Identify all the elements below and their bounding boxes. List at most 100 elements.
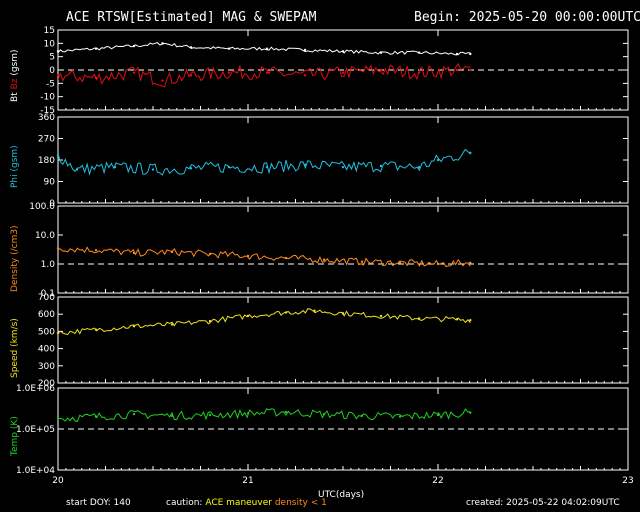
data-point-speed <box>455 318 459 321</box>
x-tick-label: 23 <box>622 476 633 486</box>
data-point-speed <box>170 323 174 326</box>
caution-maneuver: ACE maneuver <box>205 498 272 508</box>
data-point-bz <box>94 76 98 80</box>
data-point-temp <box>56 417 60 420</box>
y-tick-label-temp: 1.0E+06 <box>16 384 55 394</box>
bt-label: Bt <box>10 92 20 102</box>
caution-density: density < 1 <box>274 498 327 508</box>
data-point-density <box>132 251 136 255</box>
data-point-bt <box>469 52 472 56</box>
data-point-phi <box>379 164 383 168</box>
data-point-bt <box>417 51 421 54</box>
data-point-bt <box>455 52 459 56</box>
data-point-phi <box>469 151 472 155</box>
data-point-bz <box>56 74 60 77</box>
begin-time: Begin: 2025-05-20 00:00:00UTC <box>414 10 640 25</box>
panel-frame-phi <box>57 116 629 204</box>
y-tick-label-temp: 1.0E+05 <box>16 425 55 435</box>
start-doy: start DOY: 140 <box>66 498 131 508</box>
data-point-density <box>56 247 60 250</box>
y-tick-label-density: 100.0 <box>29 202 55 212</box>
y-tick-label-phi: 180 <box>38 156 55 166</box>
data-point-phi <box>417 165 421 169</box>
data-point-temp <box>398 415 402 418</box>
data-point-density <box>436 262 440 266</box>
data-point-bz <box>161 79 164 82</box>
density-ylabel: Density (/cm3) <box>10 225 20 292</box>
data-point-bz <box>455 68 459 72</box>
data-point-temp <box>284 410 288 414</box>
bz-label: Bz <box>10 78 20 90</box>
data-point-temp <box>170 414 174 417</box>
y-tick-label-mag: -10 <box>40 93 55 103</box>
data-point-bz <box>417 71 421 74</box>
phi-ylabel: Phi (gsm) <box>10 145 20 188</box>
data-point-speed <box>313 309 316 312</box>
data-point-density <box>322 258 326 261</box>
data-point-density <box>208 252 212 256</box>
data-point-phi <box>113 165 117 169</box>
data-point-temp <box>94 415 98 418</box>
data-point-bz <box>265 71 269 74</box>
y-tick-label-speed: 300 <box>38 362 55 372</box>
data-point-temp <box>246 412 250 415</box>
x-axis-label: UTC(days) <box>318 490 365 500</box>
panel-frame-speed <box>57 296 629 384</box>
data-point-density <box>398 261 402 264</box>
y-tick-label-mag: 5 <box>49 53 55 63</box>
data-point-speed <box>246 314 250 318</box>
data-point-phi <box>341 165 345 169</box>
data-point-density <box>94 248 98 252</box>
caution-prefix: caution: <box>166 498 203 508</box>
data-point-temp <box>322 412 326 416</box>
data-point-phi <box>56 154 60 157</box>
data-point-bz <box>189 74 193 77</box>
y-tick-label-density: 10.0 <box>35 231 55 241</box>
mag-ylabel: Bt Bz (gsm) <box>10 49 20 102</box>
y-tick-label-temp: 1.0E+04 <box>16 466 55 476</box>
data-point-speed <box>341 312 345 315</box>
panel-frame-density <box>57 205 629 294</box>
created-time: created: 2025-05-22 04:02:09UTC <box>466 498 620 508</box>
y-tick-label-mag: 15 <box>44 26 55 36</box>
series-line-phi <box>57 148 471 176</box>
data-point-phi <box>75 168 79 171</box>
y-tick-label-phi: 270 <box>38 135 55 145</box>
y-tick-label-phi: 0 <box>49 199 55 209</box>
data-point-phi <box>151 168 155 171</box>
data-point-speed <box>379 314 383 318</box>
data-point-phi <box>189 167 193 170</box>
series-line-temp <box>57 408 471 423</box>
y-tick-label-phi: 90 <box>44 178 56 188</box>
data-point-temp <box>132 412 136 416</box>
data-point-temp <box>436 413 440 417</box>
y-tick-label-density: 1.0 <box>41 260 56 270</box>
data-point-bz <box>379 68 383 72</box>
caution-note: caution: ACE maneuver density < 1 <box>166 498 327 508</box>
y-tick-label-mag: 0 <box>49 66 55 76</box>
data-point-phi <box>227 165 231 169</box>
data-point-speed <box>417 317 421 320</box>
data-point-phi <box>265 165 269 169</box>
data-point-bz <box>341 71 345 74</box>
series-line-density <box>57 246 471 268</box>
data-point-temp <box>208 413 212 417</box>
series-line-bz <box>57 62 471 88</box>
series-line-bt <box>57 42 471 56</box>
y-tick-label-mag: -5 <box>46 79 55 89</box>
y-tick-label-speed: 500 <box>38 327 55 337</box>
data-point-speed <box>284 311 288 314</box>
y-tick-label-density: 0.1 <box>41 289 55 299</box>
data-point-speed <box>469 319 472 322</box>
data-point-bz <box>469 68 472 72</box>
data-point-phi <box>303 163 307 166</box>
data-point-bt <box>379 51 383 54</box>
data-point-density <box>469 261 472 264</box>
data-point-phi <box>436 158 440 162</box>
data-point-bt <box>227 47 231 50</box>
data-point-speed <box>56 331 60 335</box>
x-tick-label: 22 <box>432 476 443 486</box>
y-tick-label-speed: 400 <box>38 345 55 355</box>
data-point-bt <box>132 44 136 48</box>
